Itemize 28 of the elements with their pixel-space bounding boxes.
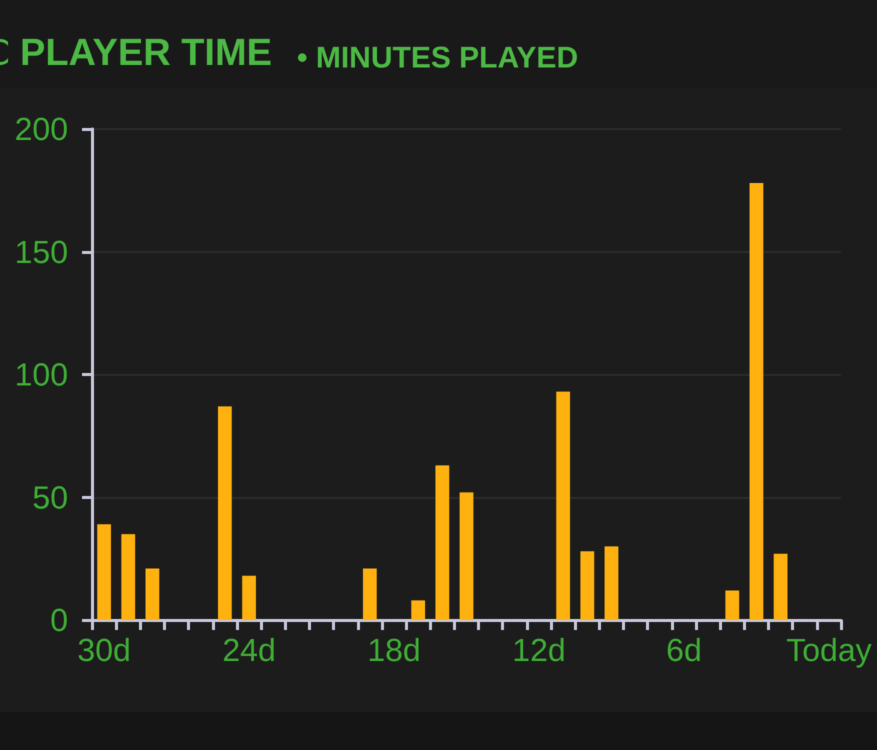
bar xyxy=(725,590,740,620)
bar xyxy=(750,183,764,620)
bar xyxy=(242,576,256,620)
x-tick-label: 30d xyxy=(77,632,131,668)
x-tick-label: 18d xyxy=(367,632,421,668)
bar xyxy=(97,524,111,620)
x-tick-label: Today xyxy=(786,632,872,668)
bar xyxy=(362,568,377,620)
x-tick-label: 24d xyxy=(222,632,276,668)
y-tick-label: 100 xyxy=(14,356,68,392)
bar xyxy=(580,551,594,620)
bar xyxy=(556,392,570,620)
bar xyxy=(774,554,788,620)
bar xyxy=(460,492,474,620)
bar xyxy=(121,534,136,620)
chart-title: PLAYER TIME xyxy=(20,32,272,74)
bar xyxy=(146,568,160,620)
bar xyxy=(218,406,232,620)
y-tick-label: 0 xyxy=(50,602,68,638)
x-tick-label: 6d xyxy=(666,632,702,668)
y-tick-label: 50 xyxy=(32,479,68,516)
bar xyxy=(604,546,618,620)
y-tick-label: 200 xyxy=(14,111,68,147)
y-tick-label: 150 xyxy=(14,234,68,270)
x-tick-label: 12d xyxy=(512,632,566,668)
bar xyxy=(435,465,450,620)
bar xyxy=(411,600,426,620)
chart-subtitle: • MINUTES PLAYED xyxy=(297,42,578,74)
